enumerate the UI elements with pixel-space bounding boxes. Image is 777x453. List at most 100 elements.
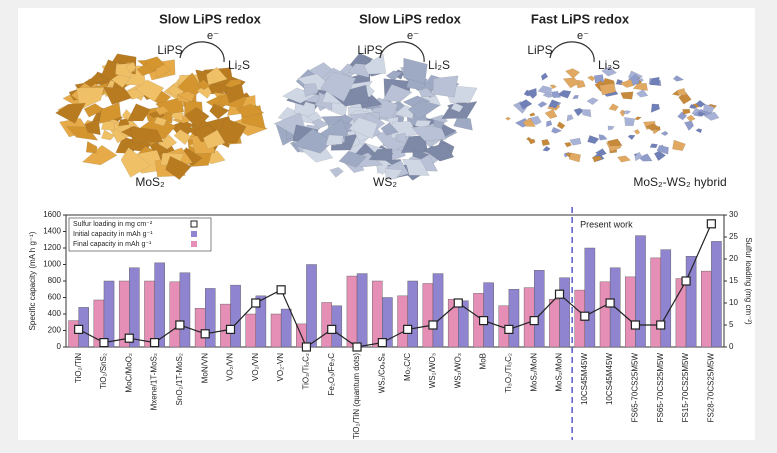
flake	[225, 83, 245, 104]
x-tick-label: MoN/VN	[200, 353, 209, 383]
flake	[100, 120, 116, 131]
flake	[382, 83, 413, 102]
y2-tick-label: 0	[729, 342, 734, 351]
bar	[144, 280, 155, 348]
loading-marker	[352, 342, 362, 352]
flake	[586, 97, 599, 106]
flake	[311, 118, 330, 130]
flake	[423, 142, 455, 162]
flake	[586, 75, 596, 82]
flake	[505, 116, 512, 121]
bar	[194, 308, 206, 348]
y-tick-label: 1600	[43, 210, 61, 219]
flake	[522, 117, 536, 127]
flake	[568, 152, 581, 163]
x-tick-label: TiO₂/SnS₂	[99, 353, 108, 389]
loading-marker	[225, 324, 236, 334]
illustrations	[55, 52, 720, 181]
x-tick-label: FS65-70CS25M5W	[656, 353, 665, 423]
x-tick-label: TiO₂/TiN	[74, 353, 83, 383]
flake	[587, 135, 600, 144]
flake	[551, 126, 563, 134]
panel-heading: Slow LiPS redox	[159, 11, 262, 26]
x-tick-label: MoS₂/MoN	[529, 353, 538, 392]
flake	[682, 108, 691, 115]
bar	[255, 295, 267, 348]
flake	[154, 106, 170, 116]
x-tick-label: VO₂/VN	[226, 353, 235, 381]
loading-marker	[656, 320, 666, 330]
x-tick-label: FS65-70CS25M5W	[631, 353, 640, 423]
flake	[130, 126, 164, 144]
flake	[282, 87, 316, 104]
flake	[556, 121, 566, 130]
flake	[120, 147, 152, 178]
loading-marker	[554, 289, 565, 299]
flake	[581, 109, 592, 118]
loading-marker	[175, 320, 185, 330]
y-tick-label: 600	[48, 293, 62, 302]
x-tick-label: VO₂-VN	[276, 353, 285, 382]
legend-label: Sulfur loading in mg cm⁻²	[73, 221, 153, 228]
bar	[625, 276, 636, 348]
flake	[432, 75, 459, 98]
y-tick-label: 0	[57, 342, 62, 351]
y2-tick-label: 5	[729, 320, 734, 329]
flake	[649, 76, 660, 86]
flake	[556, 89, 572, 99]
bar	[559, 277, 570, 348]
bar	[245, 313, 257, 348]
flake	[165, 155, 192, 180]
flake	[83, 103, 105, 118]
flake	[542, 145, 551, 152]
bar	[422, 283, 434, 348]
loading-marker	[327, 324, 337, 334]
flake	[292, 128, 334, 154]
flake	[196, 79, 211, 90]
redox-arrow	[179, 41, 225, 63]
electron: e⁻	[577, 30, 589, 42]
loading-marker	[200, 329, 210, 339]
bar	[407, 280, 418, 348]
flake	[636, 78, 644, 82]
bar	[270, 313, 282, 348]
y2-axis-label: Sulfur loading (mg cm⁻²)	[744, 237, 753, 325]
flake	[619, 78, 634, 88]
bar	[204, 288, 216, 348]
bar	[346, 275, 358, 348]
panel-caption: MoS₂	[135, 175, 165, 189]
flake	[548, 99, 560, 109]
flake	[84, 119, 101, 136]
y-tick-label: 1200	[43, 243, 61, 252]
loading-marker	[428, 320, 438, 330]
x-tick-label: WS₂/WO₃	[453, 353, 462, 388]
flake	[177, 91, 196, 103]
loading-marker	[580, 311, 590, 321]
bar	[660, 249, 672, 348]
bar	[179, 272, 191, 348]
flake	[541, 139, 551, 147]
flake	[672, 75, 685, 82]
legend-symbol	[191, 231, 197, 237]
legend-box	[68, 217, 212, 252]
bar	[549, 298, 560, 348]
flake	[90, 72, 109, 84]
loading-marker	[149, 338, 160, 348]
panel-caption: WS₂	[373, 175, 397, 189]
flake	[235, 103, 265, 118]
bar	[711, 241, 722, 348]
flake	[433, 119, 445, 129]
bar	[372, 280, 383, 348]
flake	[562, 77, 580, 89]
legend-label: Initial capacity in mAh g⁻¹	[73, 231, 153, 238]
flake	[395, 132, 408, 144]
y2-tick-label: 10	[729, 298, 738, 307]
flake	[320, 71, 357, 103]
panel-heading: Slow LiPS redox	[359, 11, 462, 26]
flake	[686, 114, 696, 122]
x-tick-label: TiO₂/TiN (quantum dots)	[352, 353, 361, 439]
flake	[633, 116, 643, 121]
flake	[695, 99, 706, 108]
flake	[117, 118, 130, 127]
